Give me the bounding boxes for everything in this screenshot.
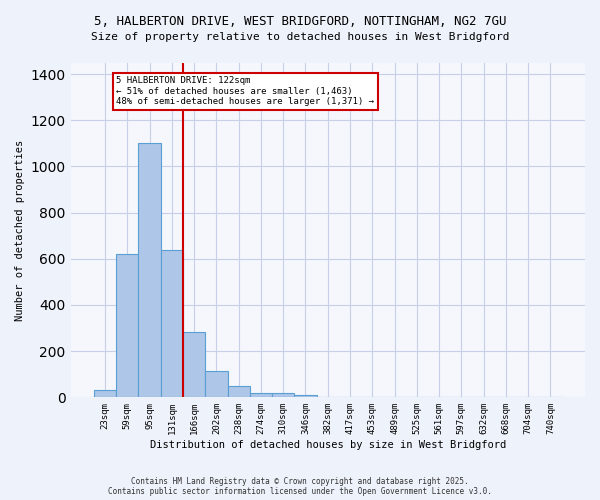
Bar bbox=[227, 386, 250, 398]
Text: Contains public sector information licensed under the Open Government Licence v3: Contains public sector information licen… bbox=[108, 487, 492, 496]
Bar bbox=[94, 390, 116, 398]
Bar bbox=[272, 393, 295, 398]
Text: 5 HALBERTON DRIVE: 122sqm
← 51% of detached houses are smaller (1,463)
48% of se: 5 HALBERTON DRIVE: 122sqm ← 51% of detac… bbox=[116, 76, 374, 106]
Bar bbox=[139, 144, 161, 398]
Bar bbox=[183, 332, 205, 398]
Y-axis label: Number of detached properties: Number of detached properties bbox=[15, 140, 25, 320]
Bar bbox=[205, 371, 227, 398]
Bar bbox=[116, 254, 139, 398]
Bar bbox=[161, 250, 183, 398]
Text: 5, HALBERTON DRIVE, WEST BRIDGFORD, NOTTINGHAM, NG2 7GU: 5, HALBERTON DRIVE, WEST BRIDGFORD, NOTT… bbox=[94, 15, 506, 28]
X-axis label: Distribution of detached houses by size in West Bridgford: Distribution of detached houses by size … bbox=[149, 440, 506, 450]
Bar bbox=[295, 394, 317, 398]
Bar bbox=[250, 392, 272, 398]
Text: Size of property relative to detached houses in West Bridgford: Size of property relative to detached ho… bbox=[91, 32, 509, 42]
Text: Contains HM Land Registry data © Crown copyright and database right 2025.: Contains HM Land Registry data © Crown c… bbox=[131, 477, 469, 486]
